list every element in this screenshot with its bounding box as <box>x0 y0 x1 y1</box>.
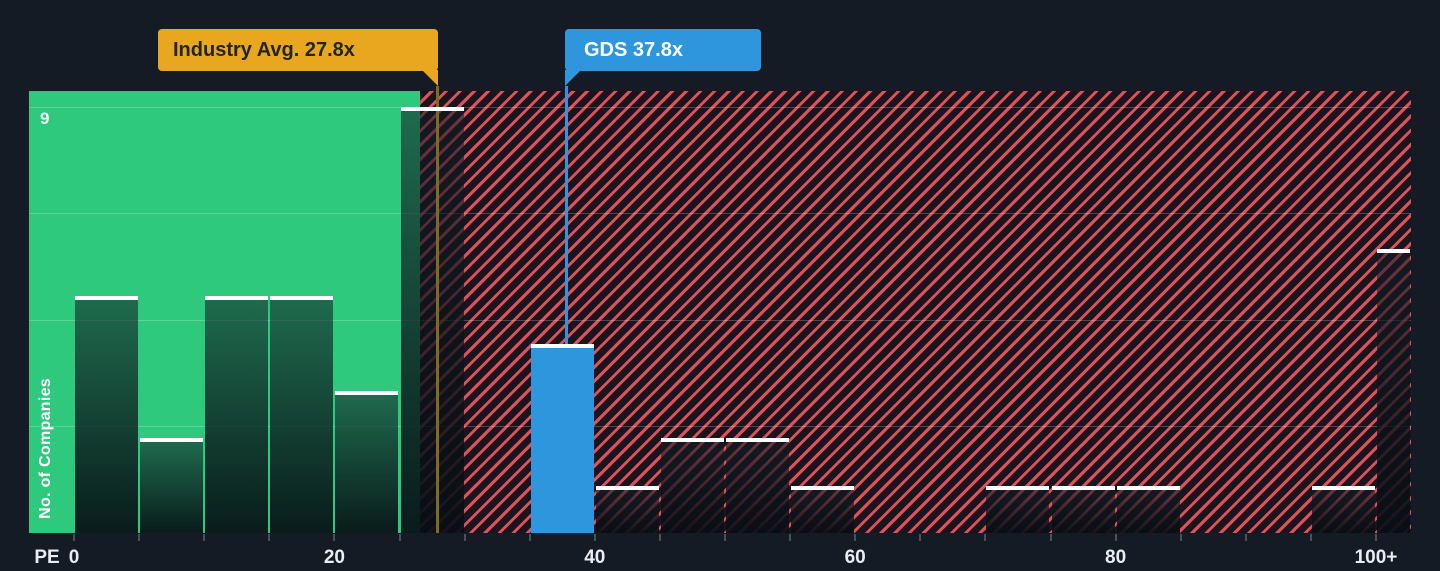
gridline <box>29 106 1411 108</box>
x-axis-tick <box>138 534 141 541</box>
company-bar[interactable] <box>530 347 594 533</box>
bar-top-cap <box>140 438 204 443</box>
histogram-bar[interactable] <box>726 442 790 533</box>
histogram-bar[interactable] <box>75 300 139 533</box>
bar-top-cap <box>1311 485 1375 490</box>
histogram-bar[interactable] <box>660 442 724 533</box>
x-axis-tick <box>1309 534 1312 541</box>
x-axis-tick <box>1179 534 1182 541</box>
company-callout-pointer <box>565 70 581 86</box>
company-callout-label: GDS 37.8x <box>584 39 683 61</box>
x-axis-tick <box>463 534 466 541</box>
y-axis-title: No. of Companies <box>37 378 54 519</box>
bar-top-cap <box>1116 485 1180 490</box>
bar-top-cap <box>595 485 659 490</box>
bar-top-cap <box>205 296 269 301</box>
x-axis-tick <box>528 534 531 541</box>
x-axis-tick <box>919 534 922 541</box>
x-axis-label: 40 <box>584 547 606 568</box>
histogram-bar[interactable] <box>1051 489 1115 533</box>
bar-top-cap <box>1051 485 1115 490</box>
x-axis-tick <box>593 534 596 541</box>
histogram-bar[interactable] <box>595 489 659 533</box>
x-axis-tick <box>854 534 857 541</box>
x-axis-tick <box>73 534 75 541</box>
x-axis-tick <box>1114 534 1117 541</box>
x-axis-tick <box>1049 534 1052 541</box>
y-max-value-label: 9 <box>40 109 50 128</box>
x-axis-tick <box>203 534 206 541</box>
gridline <box>29 319 1411 321</box>
histogram-bar[interactable] <box>1377 252 1411 533</box>
x-axis-tick <box>333 534 336 541</box>
x-axis-tick <box>724 534 726 541</box>
histogram-bar[interactable] <box>791 489 855 533</box>
x-axis-label: 0 <box>68 547 80 568</box>
x-axis-label: 80 <box>1105 547 1127 568</box>
x-axis-tick <box>398 534 401 541</box>
bar-top-cap <box>75 296 139 301</box>
gridline <box>29 426 1411 428</box>
histogram-bar[interactable] <box>270 300 334 533</box>
x-axis-label: 60 <box>844 547 866 568</box>
x-axis-label: 100+ <box>1354 547 1398 568</box>
bar-top-cap <box>530 343 594 348</box>
industry-average-line <box>436 86 439 533</box>
industry-callout-pointer <box>422 70 438 86</box>
x-axis-tick <box>268 534 271 541</box>
bar-top-cap <box>726 438 790 443</box>
x-axis-title: PE <box>34 547 60 568</box>
bar-top-cap <box>335 390 399 395</box>
histogram-bar[interactable] <box>1116 489 1180 533</box>
plot-area: 9 No. of Companies <box>29 86 1411 533</box>
histogram-bar[interactable] <box>205 300 269 533</box>
bar-top-cap <box>1377 248 1411 253</box>
industry-average-callout-label: Industry Avg. 27.8x <box>173 39 355 61</box>
bar-top-cap <box>791 485 855 490</box>
histogram-bar[interactable] <box>1311 489 1375 533</box>
company-callout: GDS 37.8x <box>565 29 761 71</box>
histogram-bar[interactable] <box>335 394 399 533</box>
x-axis-label: 20 <box>323 547 345 568</box>
industry-average-callout: Industry Avg. 27.8x <box>158 29 438 71</box>
bar-top-cap <box>986 485 1050 490</box>
bar-top-cap <box>270 296 334 301</box>
x-axis-tick <box>984 534 987 541</box>
x-axis-tick <box>789 534 792 541</box>
bar-top-cap <box>660 438 724 443</box>
histogram-bar[interactable] <box>140 442 204 533</box>
histogram-bar[interactable] <box>986 489 1050 533</box>
histogram-bar[interactable] <box>400 110 464 533</box>
company-marker-line <box>565 86 568 344</box>
x-axis-tick <box>1244 534 1247 541</box>
x-axis-tick <box>658 534 661 541</box>
x-axis-tick <box>1375 534 1377 541</box>
gridline <box>29 213 1411 215</box>
bar-top-cap <box>400 106 464 111</box>
